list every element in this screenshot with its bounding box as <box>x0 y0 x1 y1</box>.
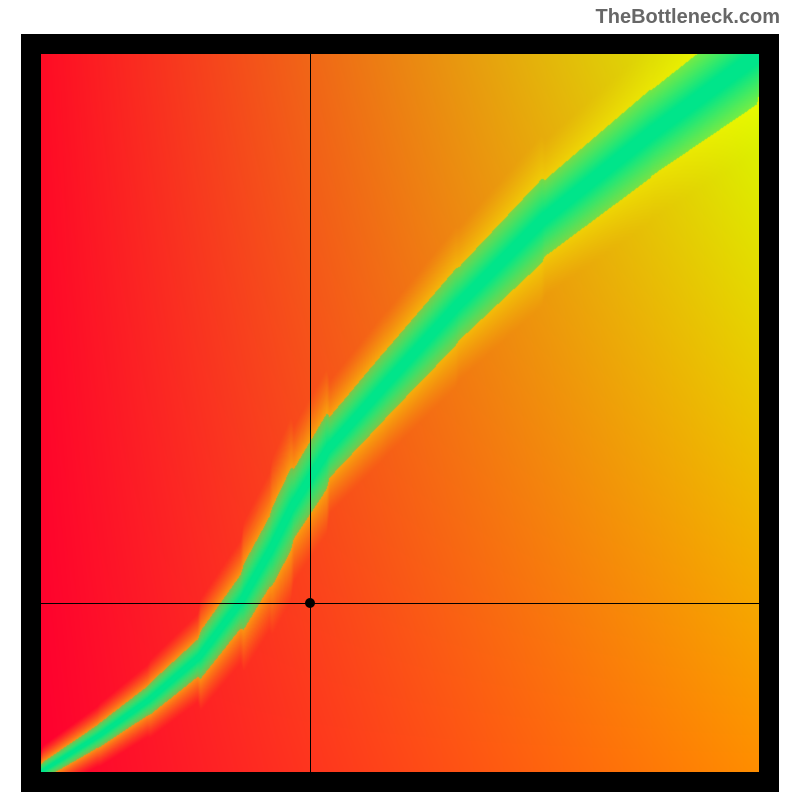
attribution-text: TheBottleneck.com <box>596 6 780 29</box>
chart-container: TheBottleneck.com <box>0 0 800 800</box>
data-point-marker <box>305 598 315 608</box>
heatmap-canvas <box>41 54 759 772</box>
crosshair-vertical <box>310 54 311 772</box>
crosshair-horizontal <box>41 603 759 604</box>
